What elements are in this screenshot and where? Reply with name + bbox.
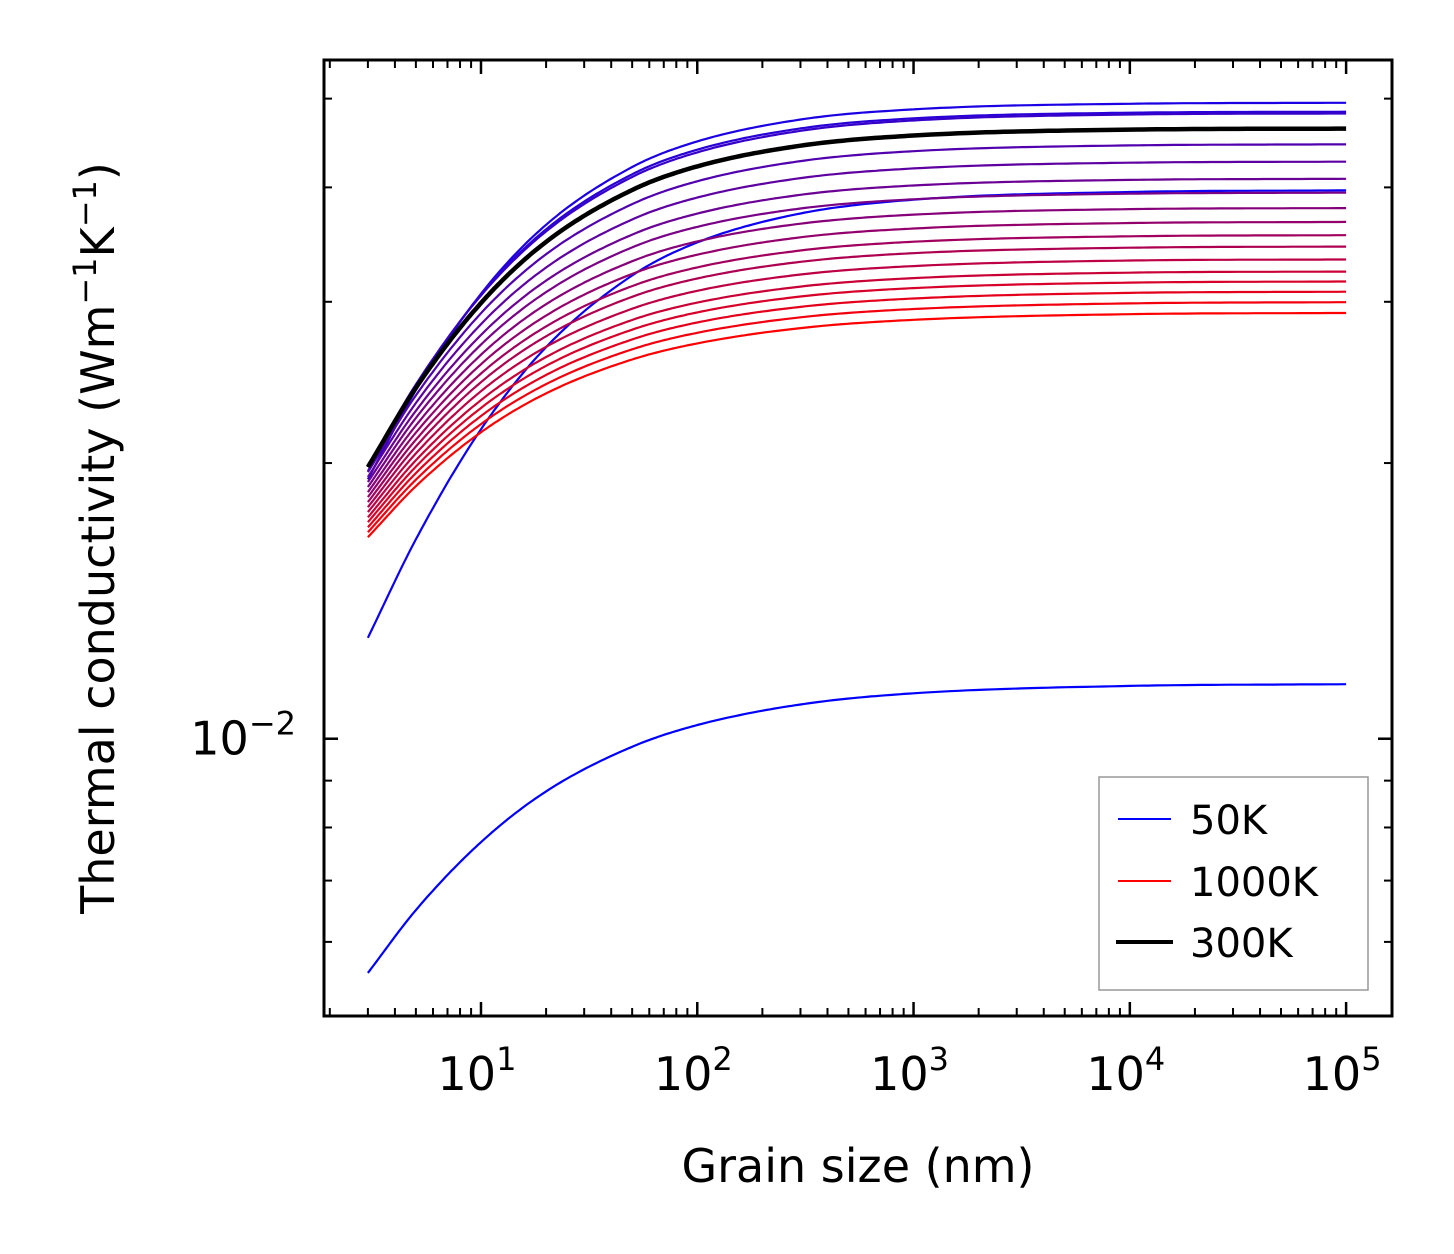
- x-tick-label: 105: [1303, 1040, 1382, 1101]
- series-line-750k: [367, 258, 1347, 513]
- series-layer: [365, 101, 1347, 974]
- x-tick-label-exp: 3: [929, 1040, 949, 1078]
- series-line-600k: [367, 220, 1347, 498]
- series-line-850k: [367, 280, 1347, 523]
- series-line-500k: [366, 191, 1347, 488]
- x-tick-label-base: 10: [870, 1047, 929, 1101]
- series-line-1000k: [367, 311, 1347, 538]
- legend: 50K 1000K 300K: [1098, 776, 1369, 991]
- y-axis-label-sup2: −1: [66, 180, 104, 227]
- series-line-800k: [367, 270, 1347, 519]
- series-line-550k: [367, 207, 1347, 493]
- x-tick-label: 103: [870, 1040, 949, 1101]
- legend-label-300k: 300K: [1190, 921, 1294, 967]
- series-line-900k: [367, 290, 1347, 528]
- y-tick-label-base: 10: [190, 712, 249, 766]
- plot-frame: [322, 58, 1394, 1018]
- legend-label-1000k: 1000K: [1190, 860, 1320, 906]
- x-tick-label-base: 10: [438, 1047, 497, 1101]
- y-axis-label: Thermal conductivity (Wm−1K−1): [66, 162, 125, 915]
- x-tick-label-base: 10: [1086, 1047, 1145, 1101]
- x-tick-label-exp: 5: [1361, 1040, 1381, 1078]
- x-tick-label-exp: 2: [712, 1040, 732, 1078]
- y-axis-label-sup1: −1: [66, 257, 104, 304]
- x-axis-label: Grain size (nm): [682, 1139, 1035, 1193]
- x-tick-label-base: 10: [1303, 1047, 1362, 1101]
- y-axis-label-main: Thermal conductivity (Wm: [71, 305, 125, 915]
- series-line-300k: [365, 126, 1347, 469]
- x-tick-label-exp: 4: [1145, 1040, 1165, 1078]
- legend-frame: [1098, 776, 1369, 991]
- legend-label-50k: 50K: [1190, 798, 1269, 844]
- y-axis-label-end: ): [71, 162, 125, 180]
- y-tick-label: 10−2: [190, 705, 296, 766]
- series-line-650k: [367, 234, 1347, 503]
- series-line-400k: [366, 160, 1347, 478]
- series-line-350k: [366, 143, 1347, 473]
- series-line-450k: [366, 177, 1347, 483]
- x-tick-label-base: 10: [654, 1047, 713, 1101]
- x-tick-label-exp: 1: [496, 1040, 516, 1078]
- x-tick-label: 101: [438, 1040, 517, 1101]
- y-tick-label-exp: −2: [249, 705, 296, 743]
- series-line-950k: [367, 301, 1347, 533]
- y-axis-label-mid: K: [71, 225, 125, 257]
- series-line-250k: [366, 112, 1347, 468]
- series-line-50k: [367, 683, 1347, 974]
- series-line-700k: [367, 245, 1347, 508]
- x-tick-label: 104: [1086, 1040, 1165, 1101]
- x-tick-label: 102: [654, 1040, 733, 1101]
